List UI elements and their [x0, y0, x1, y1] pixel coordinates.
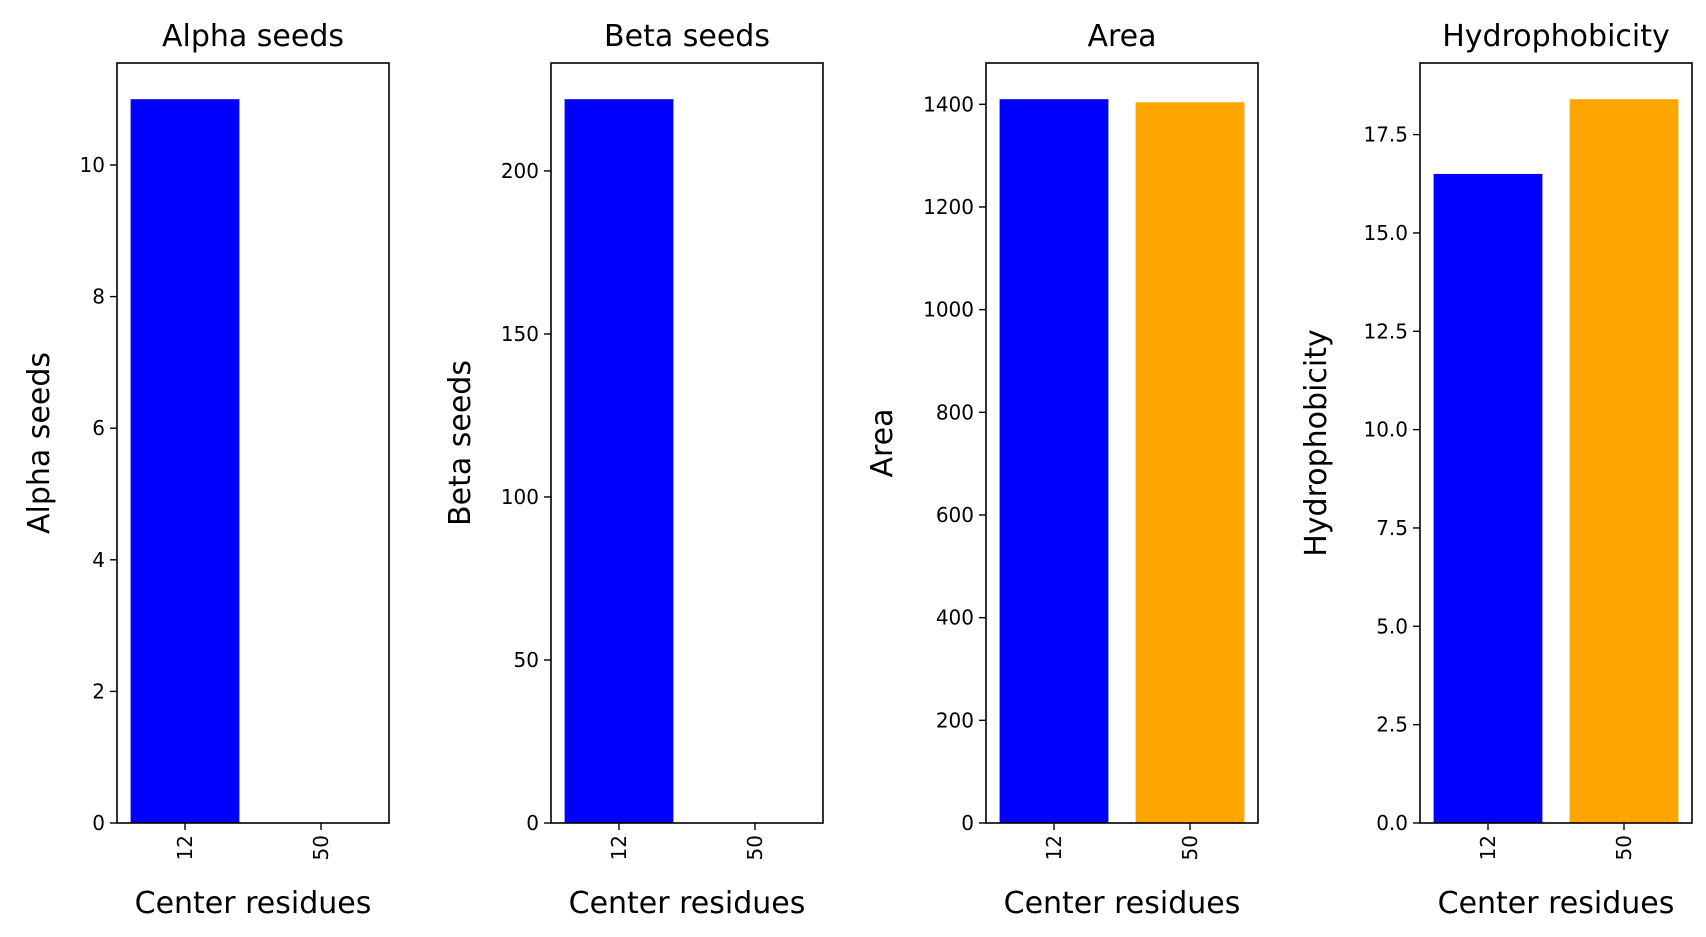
y-tick-label: 1000 [923, 298, 974, 322]
y-tick-label: 7.5 [1376, 516, 1408, 540]
y-tick-label: 100 [501, 485, 539, 509]
x-tick-label: 50 [309, 835, 333, 860]
chart-panel-4: 0.0 2.5 5.0 7.5 10.0 12.5 15.0 17.5 12 50 Hydropho… [1299, 19, 1693, 921]
bar-12 [130, 99, 240, 823]
chart-panel-2: 0 50 100 150 200 12 50 Beta seeds Center residue… [443, 19, 824, 921]
y-tick-label: 200 [936, 708, 974, 732]
x-axis-label: Center residues [1004, 886, 1241, 921]
y-tick-label: 17.5 [1363, 123, 1408, 147]
y-axis-label: Alpha seeds [22, 352, 57, 534]
bar-50 [1569, 99, 1679, 823]
bar-12 [564, 99, 674, 823]
x-tick-label: 50 [1612, 835, 1636, 860]
y-tick-label: 400 [936, 606, 974, 630]
chart-title: Beta seeds [604, 19, 770, 54]
y-tick-label: 50 [514, 648, 539, 672]
x-tick-label: 12 [607, 835, 631, 860]
y-tick-label: 15.0 [1363, 221, 1408, 245]
axes-frame [985, 62, 1259, 824]
axes-frame [550, 62, 824, 824]
x-tick-label: 12 [173, 835, 197, 860]
y-axis-label: Hydrophobicity [1299, 329, 1334, 557]
chart-panel-1: 0 2 4 6 8 10 12 50 Alpha seeds Center residues Alp… [22, 19, 390, 921]
y-tick-label: 10 [80, 153, 105, 177]
axes-frame [1419, 62, 1693, 824]
y-tick-label: 10.0 [1363, 418, 1408, 442]
chart-title: Hydrophobicity [1442, 19, 1670, 54]
y-tick-label: 2 [92, 679, 105, 703]
y-tick-label: 150 [501, 322, 539, 346]
bar-50 [1135, 102, 1245, 823]
chart-title: Area [1087, 19, 1156, 54]
y-tick-label: 0 [92, 811, 105, 835]
x-axis-label: Center residues [135, 886, 372, 921]
y-tick-label: 2.5 [1376, 713, 1408, 737]
y-tick-label: 6 [92, 416, 105, 440]
y-tick-label: 4 [92, 548, 105, 572]
y-tick-label: 600 [936, 503, 974, 527]
x-tick-label: 50 [743, 835, 767, 860]
y-tick-label: 800 [936, 400, 974, 424]
y-tick-label: 200 [501, 159, 539, 183]
y-tick-label: 0 [961, 811, 974, 835]
x-axis-label: Center residues [569, 886, 806, 921]
bar-12 [1433, 173, 1543, 823]
y-tick-label: 1400 [923, 92, 974, 116]
y-axis-label: Beta seeds [443, 360, 478, 526]
y-tick-label: 0.0 [1376, 811, 1408, 835]
bar-12 [999, 99, 1109, 823]
y-tick-label: 0 [526, 811, 539, 835]
x-tick-label: 50 [1178, 835, 1202, 860]
y-tick-label: 1200 [923, 195, 974, 219]
y-tick-label: 8 [92, 285, 105, 309]
chart-panel-3: 0 200 400 600 800 1000 1200 1400 12 50 Area Center … [865, 19, 1259, 921]
chart-title: Alpha seeds [162, 19, 344, 54]
y-axis-label: Area [865, 408, 900, 477]
axes-frame [116, 62, 390, 824]
y-tick-label: 5.0 [1376, 614, 1408, 638]
x-tick-label: 12 [1042, 835, 1066, 860]
x-tick-label: 12 [1476, 835, 1500, 860]
y-tick-label: 12.5 [1363, 319, 1408, 343]
x-axis-label: Center residues [1438, 886, 1675, 921]
